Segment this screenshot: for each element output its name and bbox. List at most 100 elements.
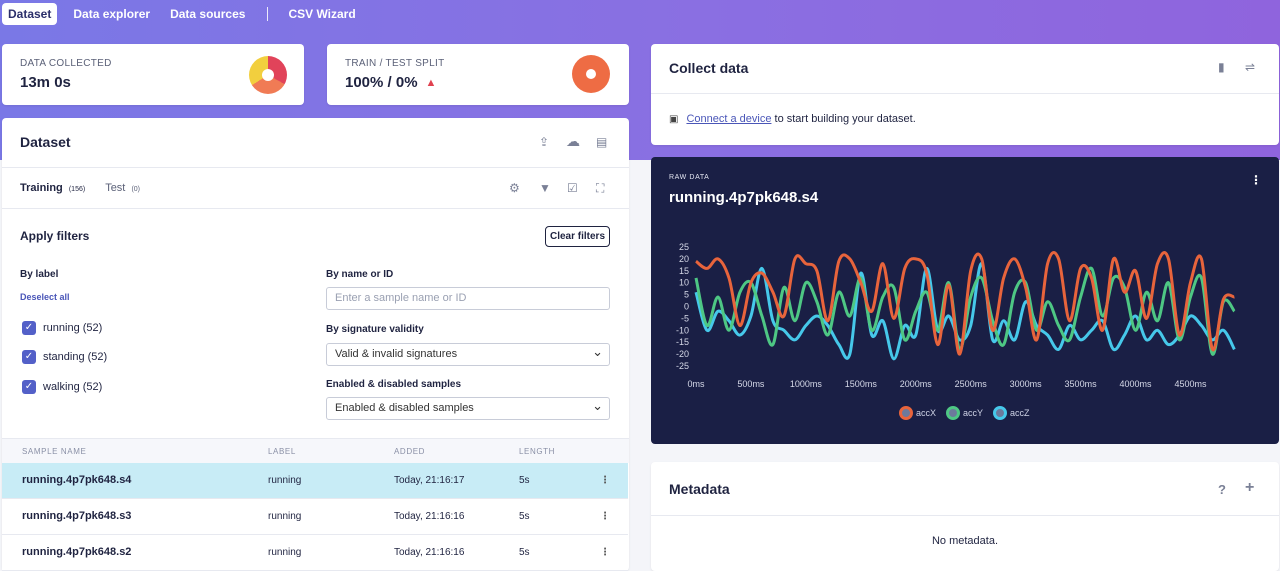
y-tick-label: 15 (679, 266, 689, 276)
signature-select[interactable]: Valid & invalid signatures (326, 341, 610, 366)
kebab-icon[interactable]: ⋮ (600, 475, 610, 486)
divider (651, 515, 1279, 516)
column-sample-name[interactable]: SAMPLE NAME (22, 447, 87, 456)
row-added: Today, 21:16:16 (394, 511, 465, 522)
metadata-title: Metadata (669, 481, 730, 497)
label-filter-running[interactable]: ✓ running (52) (22, 321, 102, 335)
legend-swatch-accx (899, 406, 913, 420)
y-tick-label: 5 (684, 290, 689, 300)
no-metadata-text: No metadata. (931, 535, 999, 547)
label-filter-text: walking (52) (43, 381, 103, 393)
raw-data-card: RAW DATA running.4p7pk648.s4 ⋮ 25 20 15 10 5… (651, 157, 1279, 444)
label-filter-walking[interactable]: ✓ walking (52) (22, 380, 102, 394)
table-row[interactable]: running.4p7pk648.s4 running Today, 21:16… (2, 463, 628, 499)
x-tick-label: 0ms (687, 379, 705, 389)
label-filter-text: running (52) (43, 322, 103, 334)
y-tick-label: -20 (676, 349, 689, 359)
tab-data-sources[interactable]: Data sources (170, 7, 246, 21)
eye-settings-icon[interactable]: ⚙ (509, 181, 520, 195)
by-signature-heading: By signature validity (326, 324, 424, 335)
tab-test[interactable]: Test (0) (105, 182, 140, 194)
sample-search-placeholder: Enter a sample name or ID (335, 292, 467, 304)
cloud-upload-icon[interactable]: ☁ (566, 133, 580, 149)
apply-filters-title: Apply filters (20, 229, 90, 243)
row-length: 5s (519, 511, 530, 522)
nav-separator (267, 7, 269, 21)
tab-training-label: Training (20, 182, 63, 194)
column-added[interactable]: ADDED (394, 447, 426, 456)
raw-data-label: RAW DATA (669, 174, 710, 181)
y-tick-label: -10 (676, 325, 689, 335)
by-name-heading: By name or ID (326, 269, 394, 280)
row-length: 5s (519, 547, 530, 558)
enabled-select-value: Enabled & disabled samples (335, 402, 474, 414)
file-icon[interactable]: ▤ (596, 135, 608, 149)
chip-icon: ▣ (669, 113, 679, 125)
top-nav: Dataset Data explorer Data sources CSV W… (0, 0, 362, 28)
check-icon: ✓ (22, 350, 36, 364)
enabled-select[interactable]: Enabled & disabled samples (326, 395, 610, 420)
by-label-heading: By label (20, 269, 59, 280)
filter-icon[interactable]: ▼ (539, 181, 551, 195)
row-label: running (268, 475, 302, 486)
collect-data-card: Collect data ▮ ⇌ ▣ Connect a device to s… (651, 44, 1279, 145)
legend-swatch-accy (946, 406, 961, 420)
add-icon[interactable]: + (1245, 479, 1255, 496)
connect-device-link[interactable]: Connect a device (686, 113, 772, 125)
usb-icon[interactable]: ⇌ (1245, 60, 1256, 74)
tab-csv-wizard[interactable]: CSV Wizard (288, 7, 356, 21)
split-label: TRAIN / TEST SPLIT (345, 58, 445, 69)
row-label: running (268, 547, 302, 558)
tab-data-explorer[interactable]: Data explorer (73, 7, 151, 21)
check-icon: ✓ (22, 321, 36, 335)
legend-item-accz[interactable]: accZ (993, 406, 1030, 420)
tab-dataset[interactable]: Dataset (2, 3, 58, 25)
device-icon[interactable]: ▮ (1218, 60, 1225, 74)
metadata-card: Metadata ? + No metadata. (651, 462, 1279, 571)
table-header (2, 438, 629, 463)
y-tick-label: 0 (684, 302, 689, 312)
data-collected-donut (249, 56, 287, 94)
legend-item-accx[interactable]: accX (899, 406, 936, 420)
table-row[interactable]: running.4p7pk648.s3 running Today, 21:16… (2, 499, 628, 535)
row-added: Today, 21:16:17 (394, 475, 465, 486)
legend-label-accx: accX (916, 408, 937, 418)
chart-legend: accX accY accZ (899, 406, 1040, 420)
x-tick-label: 2000ms (900, 379, 933, 389)
row-label: running (268, 511, 302, 522)
y-tick-label: -25 (676, 361, 689, 371)
row-sample-name: running.4p7pk648.s2 (22, 546, 132, 558)
kebab-icon[interactable]: ⋮ (1250, 173, 1262, 187)
tab-training[interactable]: Training (156) (20, 182, 85, 194)
data-collected-value: 13m 0s (20, 74, 71, 91)
label-filter-standing[interactable]: ✓ standing (52) (22, 350, 107, 364)
row-sample-name: running.4p7pk648.s3 (22, 510, 132, 522)
x-tick-label: 500ms (737, 379, 765, 389)
y-tick-label: 25 (679, 242, 689, 252)
upload-icon[interactable]: ⇪ (539, 135, 550, 149)
table-row[interactable]: running.4p7pk648.s2 running Today, 21:16… (2, 535, 628, 571)
column-length[interactable]: LENGTH (519, 447, 556, 456)
tab-test-count: (0) (131, 186, 140, 193)
kebab-icon[interactable]: ⋮ (600, 547, 610, 558)
x-tick-label: 1000ms (790, 379, 823, 389)
data-collected-card: DATA COLLECTED 13m 0s (2, 44, 304, 105)
clear-filters-button[interactable]: Clear filters (545, 226, 610, 247)
divider (2, 208, 629, 209)
row-length: 5s (519, 475, 530, 486)
tab-test-label: Test (105, 182, 126, 194)
legend-item-accy[interactable]: accY (946, 406, 983, 420)
label-filter-text: standing (52) (43, 351, 108, 363)
column-label[interactable]: LABEL (268, 447, 296, 456)
sample-search-input[interactable]: Enter a sample name or ID (326, 287, 610, 310)
checkbox-icon[interactable]: ☑ (567, 181, 578, 195)
x-tick-label: 1500ms (845, 379, 878, 389)
kebab-icon[interactable]: ⋮ (600, 511, 610, 522)
series-line-accx (695, 251, 1235, 356)
split-value: 100% / 0% (345, 74, 418, 91)
enabled-heading: Enabled & disabled samples (326, 379, 462, 390)
deselect-all-link[interactable]: Deselect all (20, 292, 70, 302)
fullscreen-icon[interactable]: ⛶ (596, 181, 605, 195)
help-icon[interactable]: ? (1218, 482, 1226, 497)
raw-data-title: running.4p7pk648.s4 (669, 189, 819, 206)
